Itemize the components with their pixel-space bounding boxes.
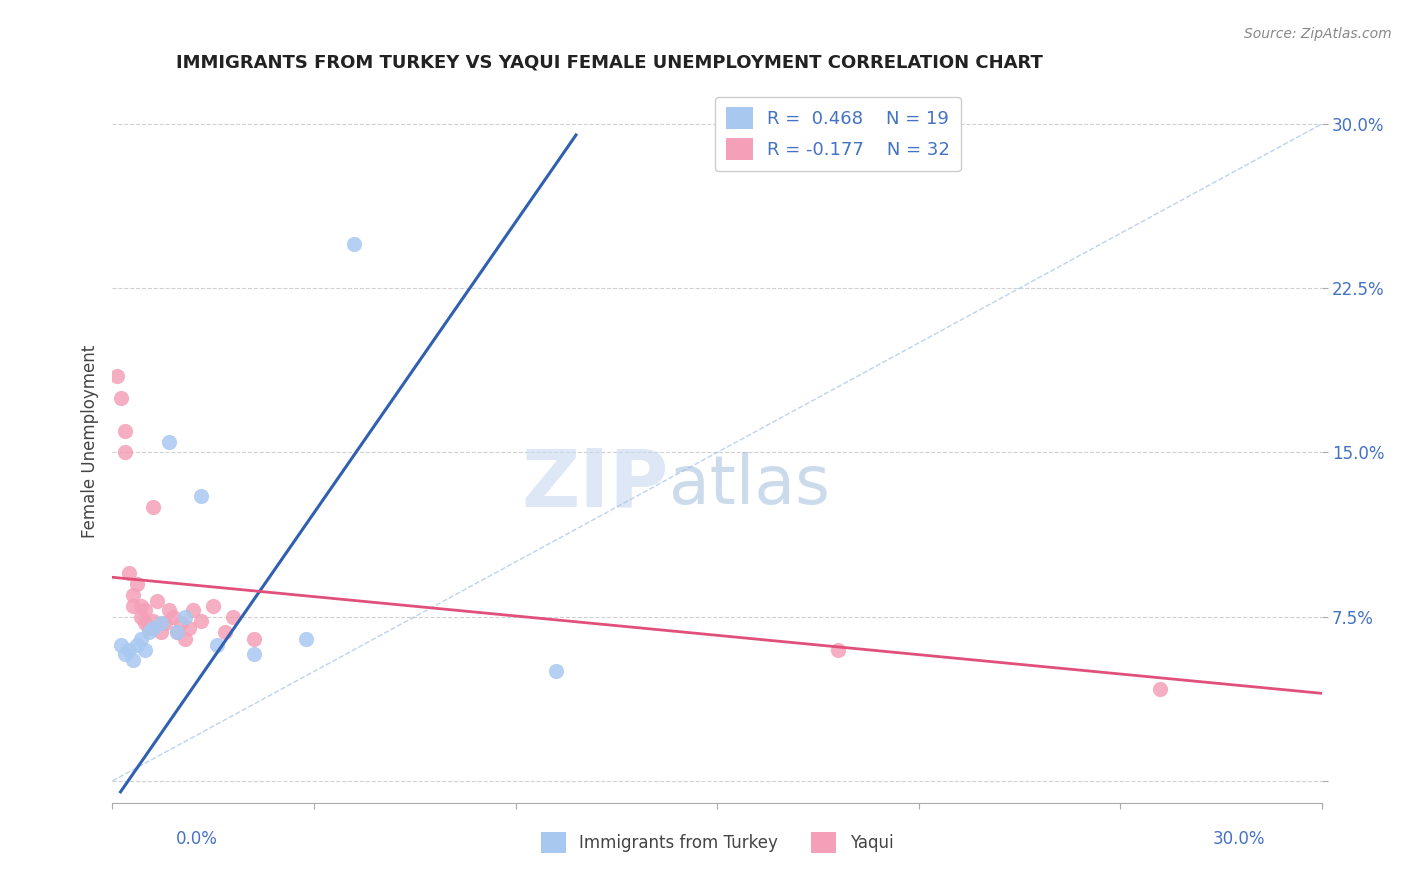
Point <box>110 638 132 652</box>
Point <box>157 603 180 617</box>
Point <box>121 588 143 602</box>
Text: ZIP: ZIP <box>522 446 669 524</box>
Point <box>181 603 204 617</box>
Point <box>125 638 148 652</box>
Point <box>114 647 136 661</box>
Point <box>129 599 152 613</box>
Point <box>242 632 264 646</box>
Point <box>146 594 169 608</box>
Text: 30.0%: 30.0% <box>1213 830 1265 847</box>
Point <box>214 625 236 640</box>
Point <box>295 632 318 646</box>
Point <box>343 237 366 252</box>
Point <box>117 642 139 657</box>
Point <box>242 647 264 661</box>
Point <box>138 621 160 635</box>
Point <box>142 500 165 515</box>
Point <box>110 391 132 405</box>
Point <box>129 632 152 646</box>
Point <box>170 616 193 631</box>
Point <box>222 609 245 624</box>
Text: 0.0%: 0.0% <box>176 830 218 847</box>
Point <box>190 489 212 503</box>
Point <box>149 616 172 631</box>
Text: IMMIGRANTS FROM TURKEY VS YAQUI FEMALE UNEMPLOYMENT CORRELATION CHART: IMMIGRANTS FROM TURKEY VS YAQUI FEMALE U… <box>176 54 1043 71</box>
Point <box>157 434 180 449</box>
Point <box>544 665 567 679</box>
Point <box>114 424 136 438</box>
Point <box>149 625 172 640</box>
Point <box>105 368 128 383</box>
Point <box>134 616 156 631</box>
Point <box>142 621 165 635</box>
Point <box>142 614 165 628</box>
Point <box>202 599 225 613</box>
Point <box>166 625 188 640</box>
Point <box>138 625 160 640</box>
Text: Source: ZipAtlas.com: Source: ZipAtlas.com <box>1244 27 1392 41</box>
Point <box>134 642 156 657</box>
Point <box>177 621 200 635</box>
Point <box>207 638 229 652</box>
Point <box>190 614 212 628</box>
Point <box>1149 681 1171 696</box>
Text: atlas: atlas <box>669 452 830 518</box>
Point <box>117 566 139 580</box>
Point <box>125 577 148 591</box>
Legend: Immigrants from Turkey, Yaqui: Immigrants from Turkey, Yaqui <box>534 826 900 860</box>
Y-axis label: Female Unemployment: Female Unemployment <box>80 345 98 538</box>
Point <box>827 642 849 657</box>
Point <box>129 609 152 624</box>
Point <box>153 616 176 631</box>
Point <box>121 653 143 667</box>
Point <box>134 603 156 617</box>
Point <box>174 632 197 646</box>
Point <box>162 609 184 624</box>
Point <box>121 599 143 613</box>
Point <box>166 625 188 640</box>
Point <box>114 445 136 459</box>
Point <box>174 609 197 624</box>
